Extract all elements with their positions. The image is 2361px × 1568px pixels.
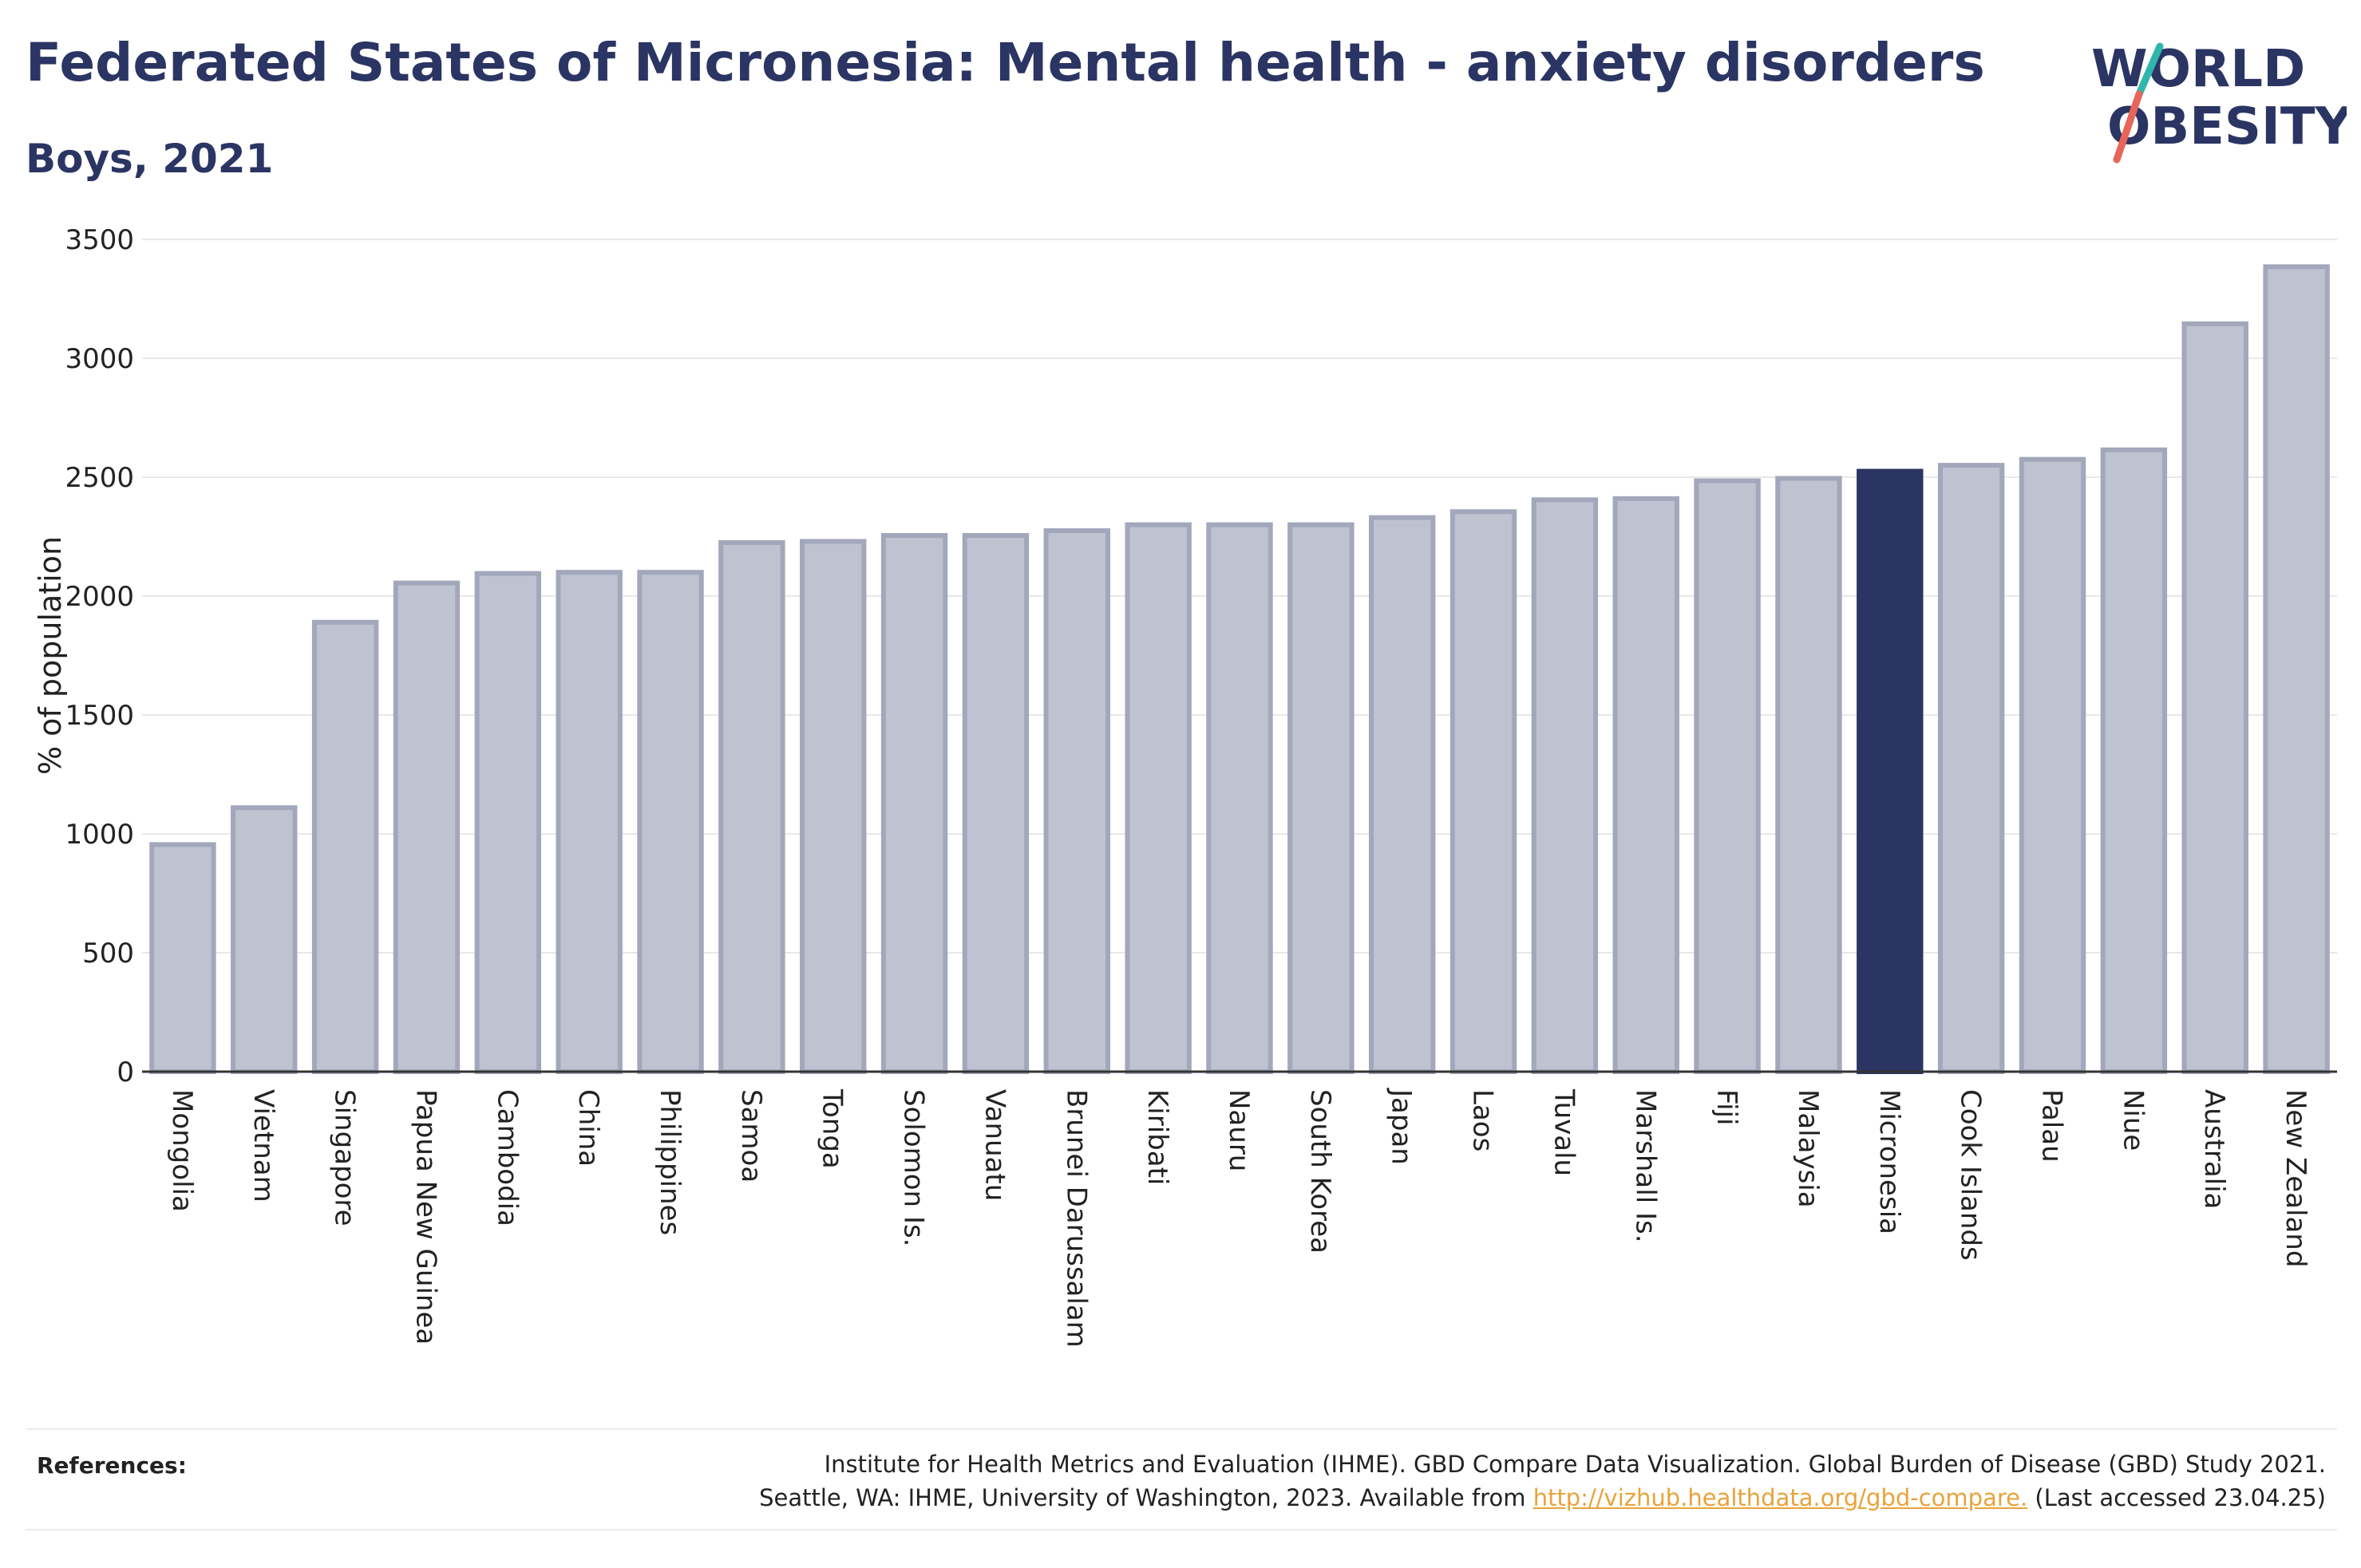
bar-brunei-darussalam <box>1043 528 1111 1074</box>
x-tick-label: Cook Islands <box>1955 1089 1987 1261</box>
y-tick-label: 500 <box>82 938 134 970</box>
world-obesity-logo: WORLD OBESITY <box>2091 40 2347 164</box>
x-tick-label: Nauru <box>1223 1089 1255 1171</box>
chart-subtitle: Boys, 2021 <box>26 136 274 182</box>
y-tick-label: 1500 <box>65 700 134 732</box>
bar-samoa <box>718 539 785 1074</box>
x-tick-label: Vanuatu <box>979 1089 1010 1201</box>
references-label: References: <box>37 1452 187 1479</box>
x-tick-label: Fiji <box>1710 1089 1742 1125</box>
bar-nauru <box>1206 522 1273 1074</box>
x-tick-label: Tonga <box>817 1088 848 1169</box>
x-tick-label: Marshall Is. <box>1629 1089 1661 1243</box>
y-axis-label: % of population <box>33 536 68 775</box>
x-tick-label: Australia <box>2198 1089 2230 1209</box>
y-tick-label: 3000 <box>65 343 134 375</box>
y-tick-label: 2000 <box>65 581 134 613</box>
y-tick-label: 0 <box>117 1057 134 1088</box>
reference-prefix: Seattle, WA: IHME, University of Washing… <box>759 1484 1526 1511</box>
chart-title: Federated States of Micronesia: Mental h… <box>26 32 1985 93</box>
reference-line-1: Institute for Health Metrics and Evaluat… <box>824 1451 2326 1478</box>
x-tick-label: China <box>572 1089 604 1167</box>
bar-south-korea <box>1287 522 1355 1074</box>
x-tick-label: Tuvalu <box>1548 1088 1580 1176</box>
bar-mongolia <box>149 842 216 1075</box>
bar-china <box>556 570 623 1074</box>
bar-vietnam <box>231 805 298 1074</box>
logo-line1: WORLD <box>2091 40 2305 99</box>
y-tick-label: 3500 <box>65 224 134 256</box>
references-text: Institute for Health Metrics and Evaluat… <box>759 1448 2326 1515</box>
x-tick-label: Japan <box>1386 1088 1418 1165</box>
bar-papua-new-guinea <box>393 580 461 1074</box>
bar-marshall-is- <box>1612 496 1679 1074</box>
x-tick-label: Samoa <box>735 1089 767 1183</box>
bar-cook-islands <box>1937 463 2005 1074</box>
reference-suffix: (Last accessed 23.04.25) <box>2035 1484 2326 1511</box>
x-tick-label: Philippines <box>654 1089 686 1235</box>
bar-tonga <box>800 539 867 1074</box>
bar-japan <box>1369 515 1436 1074</box>
reference-line-2: Seattle, WA: IHME, University of Washing… <box>759 1481 2326 1515</box>
bar-tuvalu <box>1531 497 1599 1074</box>
reference-link[interactable]: http://vizhub.healthdata.org/gbd-compare… <box>1532 1484 2028 1511</box>
logo-line2: OBESITY <box>2107 97 2347 156</box>
bar-singapore <box>311 619 379 1074</box>
bar-cambodia <box>474 571 542 1074</box>
x-tick-label: Cambodia <box>491 1089 523 1226</box>
bar-kiribati <box>1125 522 1192 1074</box>
references-panel: References: Institute for Health Metrics… <box>26 1428 2337 1530</box>
y-tick-label: 1000 <box>65 819 134 851</box>
bar-vanuatu <box>962 533 1030 1074</box>
x-tick-label: New Zealand <box>2280 1089 2312 1267</box>
x-tick-label: Palau <box>2036 1089 2068 1163</box>
x-tick-label: Singapore <box>329 1089 361 1226</box>
bar-australia <box>2181 321 2248 1075</box>
x-tick-label: Vietnam <box>247 1089 279 1203</box>
x-tick-label: Mongolia <box>166 1089 198 1212</box>
x-tick-label: Kiribati <box>1141 1089 1173 1185</box>
x-tick-label: Brunei Darussalam <box>1060 1089 1092 1348</box>
x-tick-label: Solomon Is. <box>898 1089 930 1246</box>
x-tick-label: Papua New Guinea <box>409 1089 441 1345</box>
bar-solomon-is- <box>880 533 948 1074</box>
bar-philippines <box>637 570 704 1074</box>
bar-malaysia <box>1775 476 1842 1074</box>
bar-palau <box>2019 456 2086 1074</box>
x-tick-label: Niue <box>2117 1089 2149 1151</box>
bar-fiji <box>1694 478 1761 1074</box>
y-tick-label: 2500 <box>65 462 134 494</box>
x-tick-label: Laos <box>1467 1089 1499 1151</box>
x-tick-label: Malaysia <box>1792 1089 1824 1208</box>
bar-chart: 0 500 1000 1500 2000 2500 3000 3500 % of populat… <box>33 224 2337 1348</box>
bar-new-zealand <box>2263 264 2330 1074</box>
bar-micronesia <box>1857 468 1924 1074</box>
x-tick-label: South Korea <box>1304 1089 1336 1254</box>
bar-laos <box>1449 509 1517 1074</box>
x-tick-label: Micronesia <box>1873 1089 1905 1234</box>
bar-niue <box>2100 447 2168 1074</box>
